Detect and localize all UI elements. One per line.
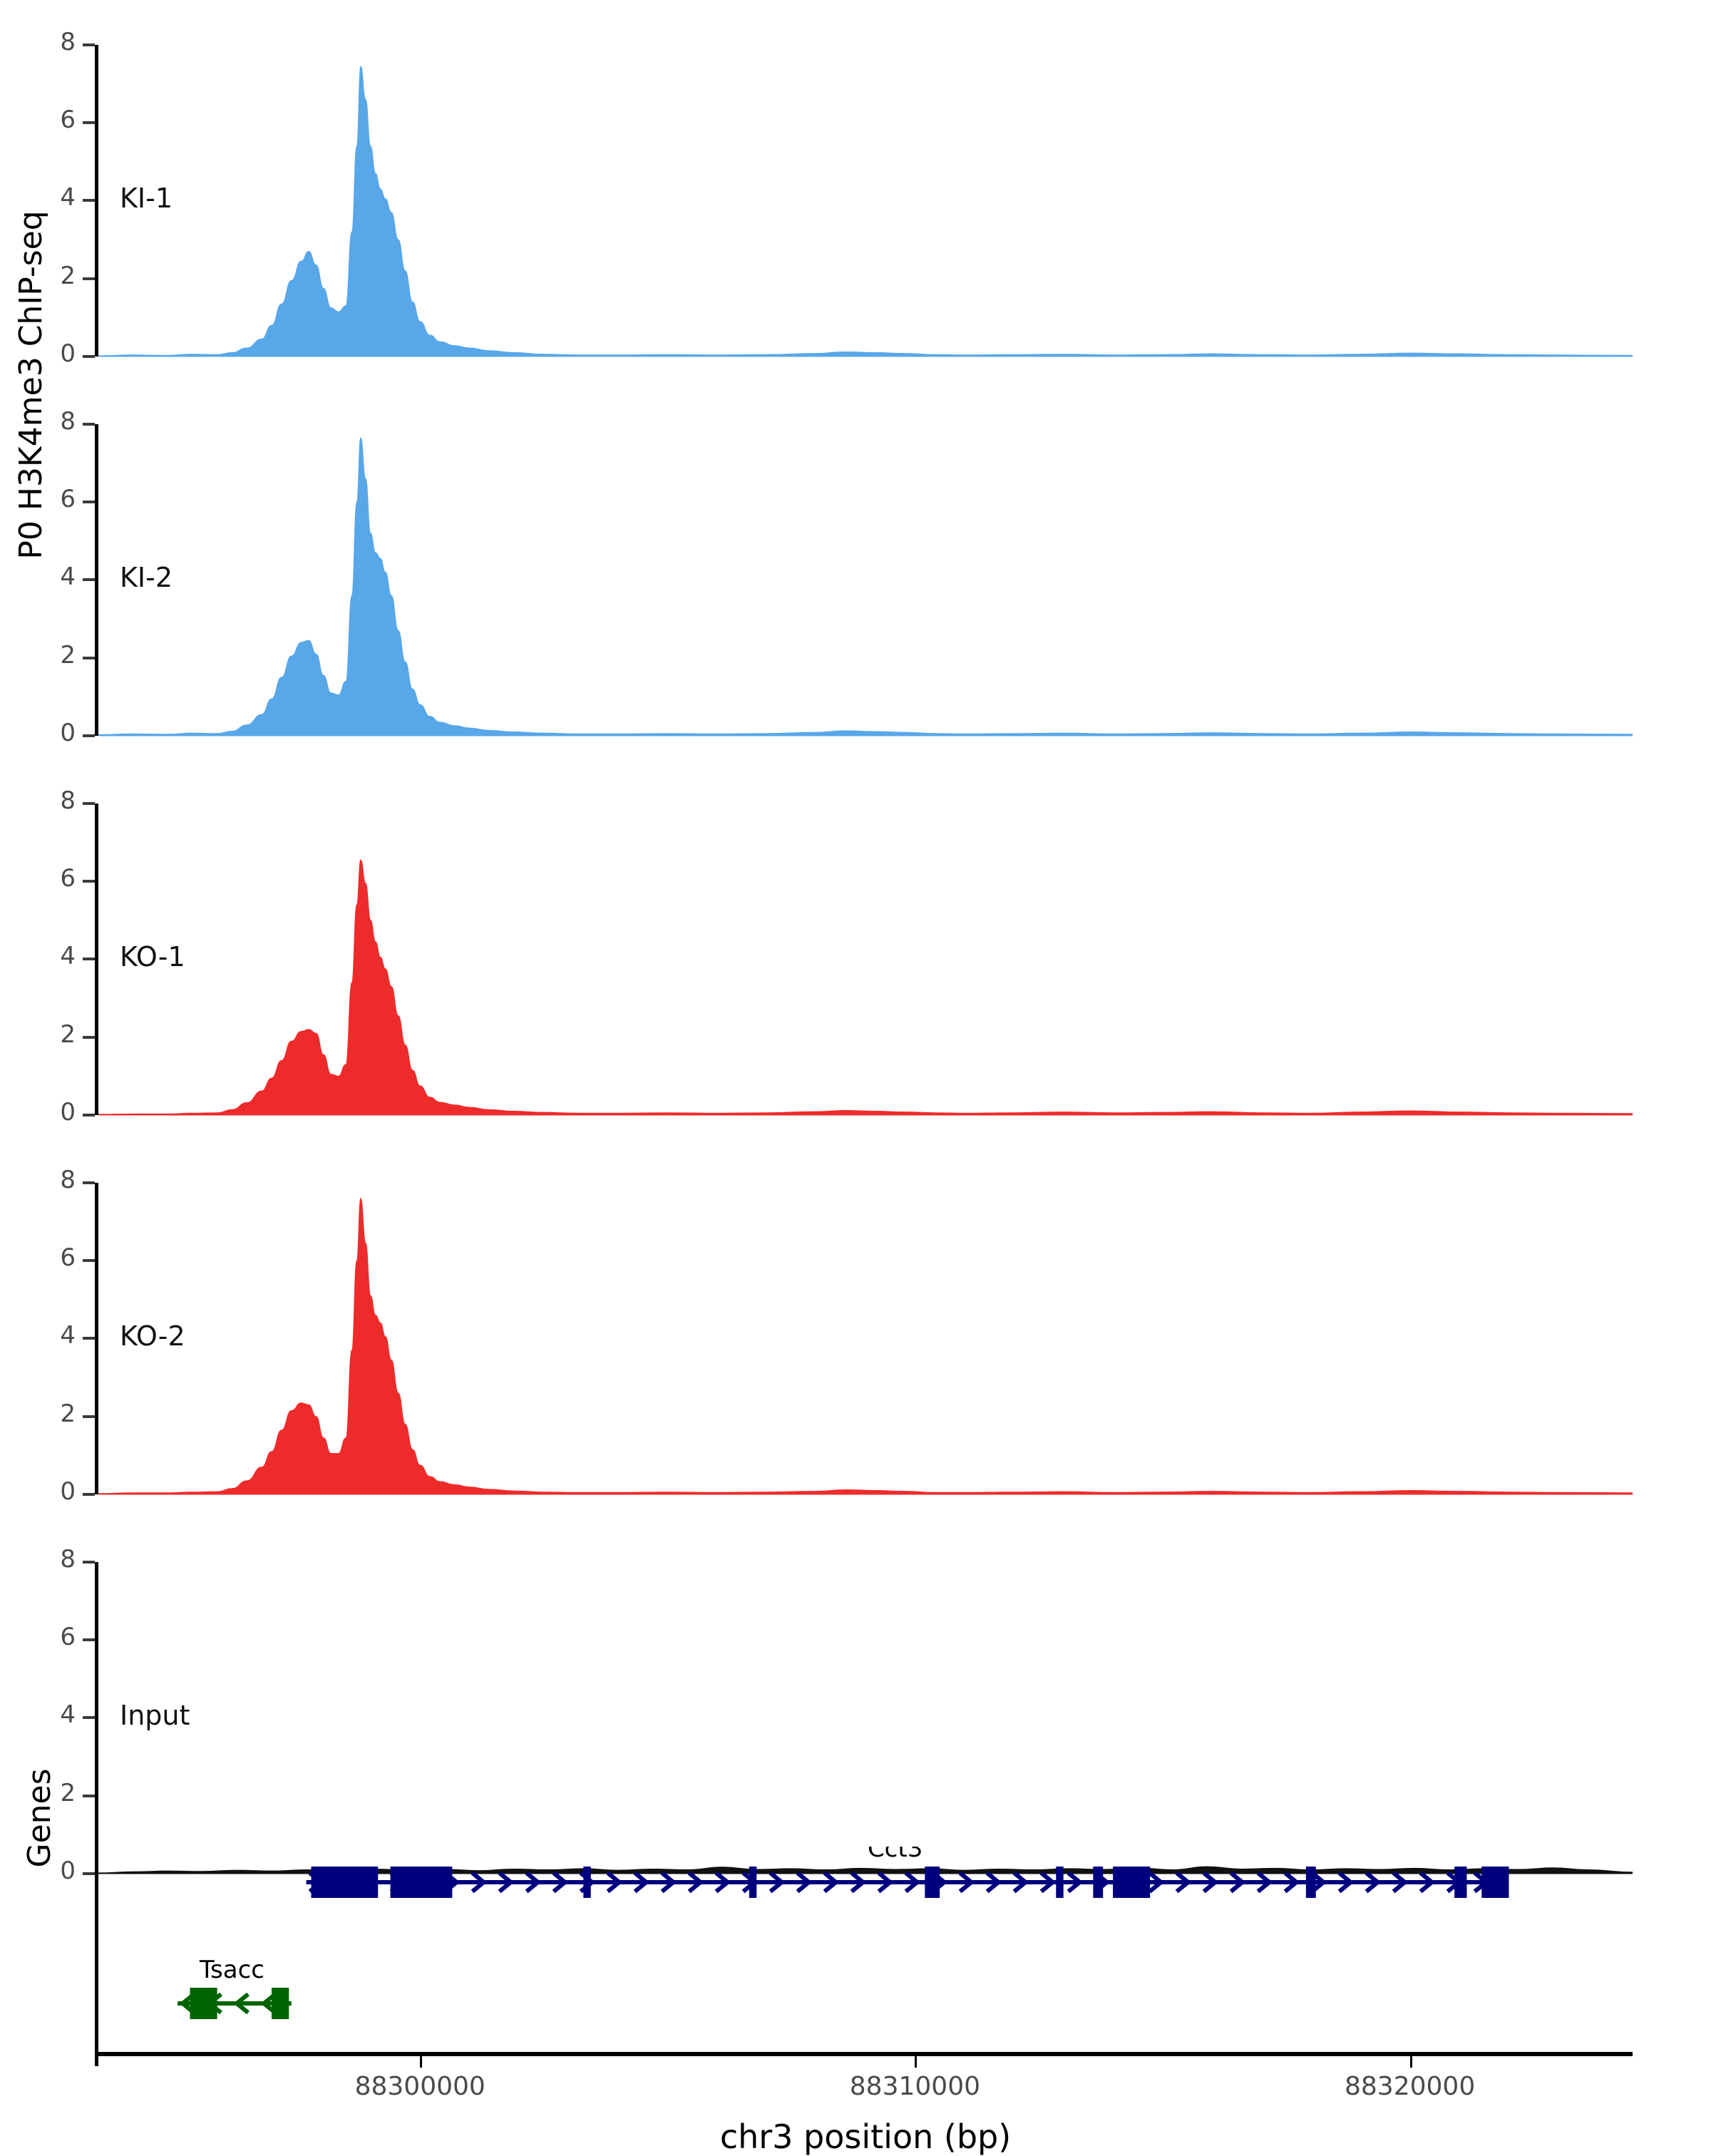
x-axis-tick <box>915 2056 918 2068</box>
y-axis-tick <box>83 43 95 46</box>
y-axis-tick-label: 8 <box>60 406 76 436</box>
track-label-ko-2: KO-2 <box>120 1320 185 1352</box>
signal-area-ko-2 <box>98 1198 1633 1495</box>
x-axis-tick <box>1409 2056 1412 2068</box>
y-axis-tick-label: 6 <box>60 864 76 893</box>
y-axis-tick <box>83 1114 95 1116</box>
y-axis-tick-label: 4 <box>60 1321 76 1350</box>
genes-axis-spine <box>95 1852 98 2066</box>
track-label-ko-1: KO-1 <box>120 941 185 973</box>
y-axis-tick <box>83 1415 95 1418</box>
y-axis-tick <box>83 355 95 358</box>
y-axis-tick-label: 4 <box>60 1700 76 1730</box>
y-axis-tick <box>83 500 95 504</box>
y-axis-tick-label: 6 <box>60 1623 76 1652</box>
y-axis-tick <box>83 277 95 280</box>
track-label-input: Input <box>120 1700 190 1732</box>
y-axis-tick-label: 0 <box>60 1477 76 1506</box>
y-axis-tick-label: 8 <box>60 27 76 56</box>
x-axis-tick-label: 88300000 <box>354 2072 485 2101</box>
signal-area-ki-2 <box>98 437 1633 736</box>
y-axis-tick <box>83 1035 95 1039</box>
y-axis-tick <box>83 1638 95 1642</box>
y-axis-tick-label: 4 <box>60 183 76 212</box>
y-axis-tick <box>83 1716 95 1720</box>
y-axis-tick-label: 0 <box>60 1857 76 1885</box>
y-axis-tick <box>83 199 95 202</box>
y-axis-spine <box>95 1561 98 1874</box>
x-axis-tick <box>420 2056 423 2068</box>
x-axis-title: chr3 position (bp) <box>719 2118 1012 2156</box>
y-axis-tick-label: 0 <box>60 1098 76 1126</box>
y-axis-tick-label: 6 <box>60 485 76 514</box>
svg-text:Cct3: Cct3 <box>868 1847 923 1863</box>
y-axis-tick-label: 2 <box>60 261 76 290</box>
y-axis-tick-label: 0 <box>60 719 76 747</box>
x-axis-line <box>98 2052 1633 2056</box>
y-axis-tick <box>83 121 95 125</box>
y-axis-tick <box>83 958 95 961</box>
y-axis-tick-label: 2 <box>60 640 76 669</box>
y-axis-tick <box>83 1560 95 1564</box>
y-axis-tick <box>83 1337 95 1340</box>
y-axis-tick <box>83 801 95 805</box>
y-axis-tick-label: 4 <box>60 563 76 592</box>
y-axis-spine <box>95 44 98 356</box>
y-axis-tick <box>83 1794 95 1797</box>
y-axis-tick-label: 0 <box>60 339 76 368</box>
track-label-ki-1: KI-1 <box>120 183 173 215</box>
y-axis-spine <box>95 1182 98 1494</box>
signal-area-ki-1 <box>98 66 1633 357</box>
signal-area-ko-1 <box>98 859 1633 1116</box>
y-axis-tick-label: 6 <box>60 1243 76 1273</box>
y-axis-tick <box>83 1493 95 1496</box>
signal-area-input <box>98 1866 1633 1874</box>
y-axis-tick-label: 2 <box>60 1778 76 1807</box>
y-axis-tick <box>83 880 95 883</box>
svg-text:Tsacc: Tsacc <box>199 1956 264 1984</box>
track-label-ki-2: KI-2 <box>120 562 173 594</box>
y-axis-tick-label: 6 <box>60 106 76 135</box>
y-axis-tick-label: 4 <box>60 942 76 971</box>
y-axis-tick <box>83 578 95 582</box>
y-axis-tick-label: 8 <box>60 1544 76 1574</box>
gene-models: Cct3 Tsacc <box>178 1847 1509 2019</box>
y-axis-tick <box>83 422 95 426</box>
x-axis-tick-label: 88310000 <box>849 2072 981 2101</box>
y-axis-tick <box>83 734 95 737</box>
y-axis-spine <box>95 803 98 1115</box>
y-axis-tick <box>83 1872 95 1875</box>
y-axis-tick-label: 2 <box>60 1020 76 1049</box>
y-axis-spine <box>95 423 98 736</box>
y-axis-title: P0 H3K4me3 ChIP-seq <box>13 210 49 560</box>
y-axis-tick <box>83 1259 95 1263</box>
y-axis-tick-label: 2 <box>60 1399 76 1428</box>
y-axis-tick <box>83 656 95 659</box>
x-axis-tick-label: 88320000 <box>1344 2072 1476 2101</box>
y-axis-tick-label: 8 <box>60 1165 76 1194</box>
y-axis-tick-label: 8 <box>60 786 76 815</box>
y-axis-tick <box>83 1181 95 1184</box>
